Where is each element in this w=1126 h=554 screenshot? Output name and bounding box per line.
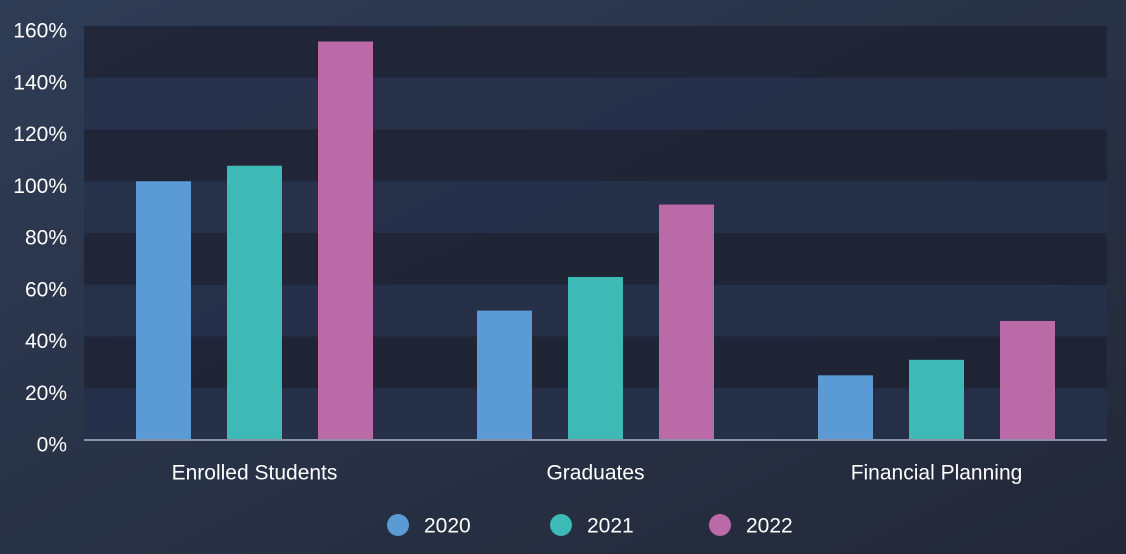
y-tick-label: 140% [13,71,67,94]
y-tick-label: 20% [25,382,67,405]
bar [818,375,873,440]
y-tick-label: 40% [25,330,67,353]
grid-band [84,26,1107,78]
bar [659,204,714,440]
legend-marker [387,514,409,536]
bar [909,359,964,440]
legend-label: 2020 [424,515,471,538]
y-tick-label: 120% [13,123,67,146]
legend-marker [709,514,731,536]
legend-label: 2021 [587,515,634,538]
legend-marker [550,514,572,536]
bar [136,181,191,440]
y-tick-label: 100% [13,175,67,198]
bar [318,41,373,441]
grid-band [84,77,1107,130]
bar [568,276,623,440]
y-tick-label: 0% [37,434,67,457]
x-tick-label: Financial Planning [851,462,1023,485]
x-tick-label: Graduates [546,462,644,485]
bar [477,310,532,440]
bar [1000,320,1055,440]
y-tick-label: 80% [25,227,67,250]
x-tick-label: Enrolled Students [172,462,338,485]
y-tick-label: 160% [13,20,67,43]
y-tick-label: 60% [25,278,67,301]
bar [227,165,282,440]
legend-label: 2022 [746,515,793,538]
